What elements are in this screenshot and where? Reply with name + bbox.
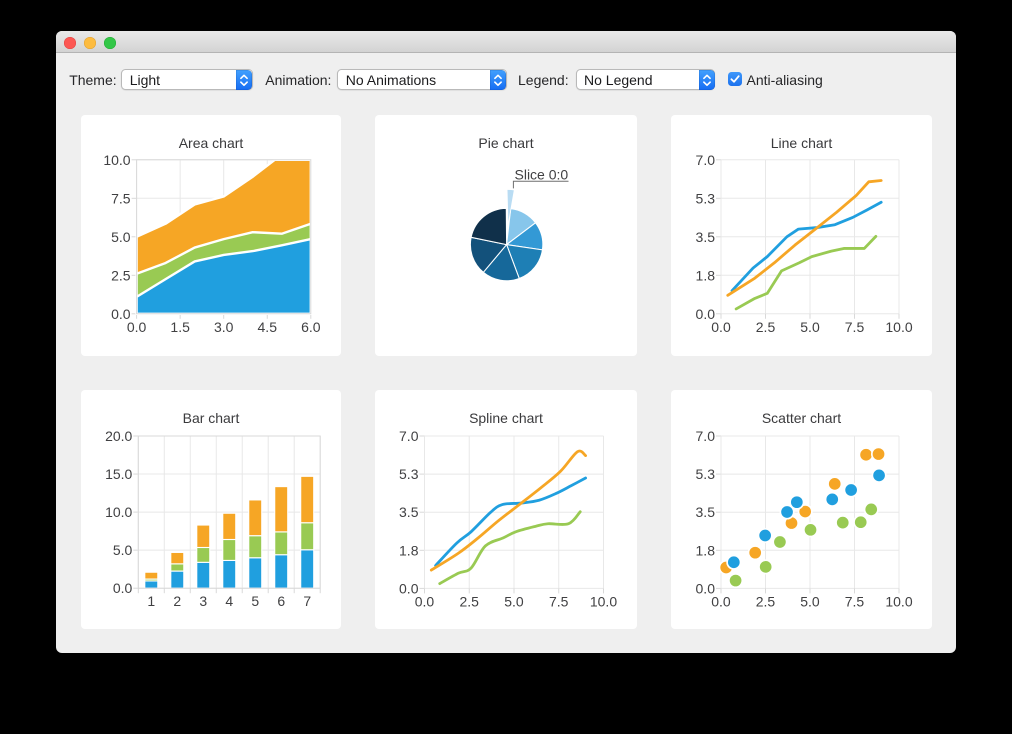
- svg-text:7.0: 7.0: [696, 151, 716, 167]
- svg-text:7.0: 7.0: [399, 428, 419, 444]
- svg-text:0.0: 0.0: [113, 580, 133, 596]
- svg-text:Spline chart: Spline chart: [469, 410, 543, 426]
- svg-text:0.0: 0.0: [415, 593, 435, 609]
- svg-text:4: 4: [225, 593, 233, 609]
- svg-text:5.3: 5.3: [696, 190, 716, 206]
- svg-text:5.3: 5.3: [696, 466, 716, 482]
- svg-text:10.0: 10.0: [103, 151, 130, 167]
- svg-text:1.8: 1.8: [696, 542, 716, 558]
- svg-text:5: 5: [251, 593, 259, 609]
- svg-text:5.0: 5.0: [504, 593, 524, 609]
- svg-text:7: 7: [303, 593, 311, 609]
- svg-text:1.5: 1.5: [170, 318, 190, 334]
- svg-text:Scatter chart: Scatter chart: [762, 410, 841, 426]
- svg-text:Slice 0:0: Slice 0:0: [515, 166, 569, 182]
- svg-text:2: 2: [173, 593, 181, 609]
- svg-text:3.5: 3.5: [696, 228, 716, 244]
- svg-text:6: 6: [277, 593, 285, 609]
- svg-text:1.8: 1.8: [399, 542, 419, 558]
- svg-text:7.0: 7.0: [696, 428, 716, 444]
- svg-text:Pie chart: Pie chart: [478, 135, 533, 151]
- svg-text:3.0: 3.0: [214, 318, 234, 334]
- svg-text:Area chart: Area chart: [179, 135, 244, 151]
- svg-text:7.5: 7.5: [845, 318, 865, 334]
- svg-text:0.0: 0.0: [399, 580, 419, 596]
- svg-text:1.8: 1.8: [696, 267, 716, 283]
- svg-text:Line chart: Line chart: [771, 135, 833, 151]
- svg-text:10.0: 10.0: [885, 318, 912, 334]
- svg-text:2.5: 2.5: [756, 593, 776, 609]
- svg-text:10.0: 10.0: [105, 504, 132, 520]
- svg-text:3.5: 3.5: [399, 504, 419, 520]
- svg-text:0.0: 0.0: [711, 593, 731, 609]
- svg-text:10.0: 10.0: [885, 593, 912, 609]
- svg-text:Bar chart: Bar chart: [183, 410, 240, 426]
- svg-text:3: 3: [199, 593, 207, 609]
- svg-text:20.0: 20.0: [105, 428, 132, 444]
- svg-text:5.0: 5.0: [800, 318, 820, 334]
- svg-text:2.5: 2.5: [756, 318, 776, 334]
- svg-text:0.0: 0.0: [696, 305, 716, 321]
- svg-text:7.5: 7.5: [845, 593, 865, 609]
- svg-text:5.3: 5.3: [399, 466, 419, 482]
- svg-text:6.0: 6.0: [301, 318, 321, 334]
- svg-text:0.0: 0.0: [111, 305, 131, 321]
- svg-text:7.5: 7.5: [111, 190, 131, 206]
- svg-text:3.5: 3.5: [696, 504, 716, 520]
- svg-text:10.0: 10.0: [590, 593, 617, 609]
- svg-text:5.0: 5.0: [800, 593, 820, 609]
- svg-text:1: 1: [147, 593, 155, 609]
- svg-text:0.0: 0.0: [711, 318, 731, 334]
- svg-text:0.0: 0.0: [696, 580, 716, 596]
- svg-text:2.5: 2.5: [460, 593, 480, 609]
- svg-text:5.0: 5.0: [113, 542, 133, 558]
- svg-text:15.0: 15.0: [105, 466, 132, 482]
- svg-text:5.0: 5.0: [111, 228, 131, 244]
- svg-text:7.5: 7.5: [549, 593, 569, 609]
- svg-text:0.0: 0.0: [127, 318, 147, 334]
- svg-text:4.5: 4.5: [258, 318, 278, 334]
- svg-text:2.5: 2.5: [111, 267, 131, 283]
